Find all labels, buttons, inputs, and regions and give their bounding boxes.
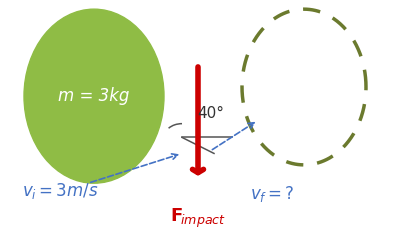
Ellipse shape xyxy=(24,9,164,183)
Text: $v_i = 3m/s$: $v_i = 3m/s$ xyxy=(22,181,98,201)
Text: m = 3kg: m = 3kg xyxy=(58,87,130,105)
Text: $\mathbf{F}_{\!\mathit{impact}}$: $\mathbf{F}_{\!\mathit{impact}}$ xyxy=(170,207,226,229)
Text: $v_f =?$: $v_f =?$ xyxy=(250,183,294,204)
Text: 40°: 40° xyxy=(197,106,224,121)
